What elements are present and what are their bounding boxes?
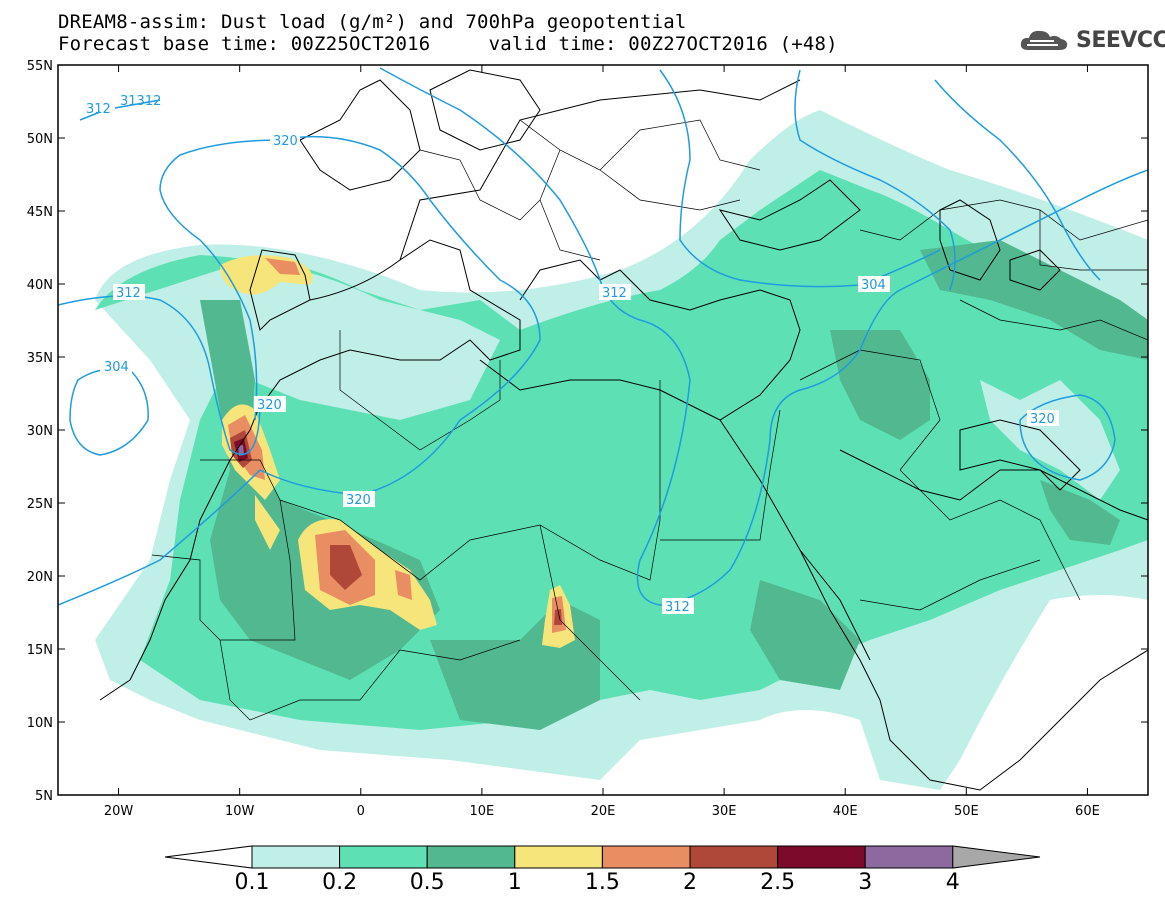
colorbar-segment [601, 845, 691, 869]
contour-label: 320 [346, 493, 371, 508]
colorbar-label: 0.2 [322, 870, 358, 895]
lat-tick-label: 15N [27, 643, 53, 658]
colorbar-under-triangle [164, 845, 253, 869]
lon-tick-label: 60E [1075, 804, 1100, 819]
lon-tick-label: 0 [357, 804, 365, 819]
contour-label: 312 [116, 286, 141, 301]
colorbar-segment [777, 845, 866, 869]
lat-tick-label: 25N [27, 497, 53, 512]
lon-tick-label: 10W [225, 804, 255, 819]
lat-tick-label: 45N [27, 205, 53, 220]
lon-tick-label: 40E [833, 804, 858, 819]
contour-label: 304 [104, 360, 129, 375]
colorbar-segment [864, 845, 954, 869]
colorbar-over-triangle [952, 845, 1041, 869]
contour-label: 304 [861, 278, 886, 293]
lon-tick-label: 10E [470, 804, 495, 819]
colorbar-segment [514, 845, 603, 869]
logo-text: SEEVCCC [1076, 27, 1165, 53]
lat-tick-label: 10N [27, 716, 53, 731]
axis-ticks: 20W 10W 0 10E 20E 30E 40E 50E 60E 55N 50N 45N 40N 35N… [27, 59, 1148, 819]
contour-label: 31312 [120, 94, 161, 109]
lon-tick-label: 30E [712, 804, 737, 819]
colorbar-label: 2 [683, 870, 697, 895]
colorbar-label: 2.5 [760, 870, 796, 895]
contour-label: 320 [273, 134, 298, 149]
lat-tick-label: 30N [27, 424, 53, 439]
lat-tick-label: 50N [27, 132, 53, 147]
colorbar-segment [251, 845, 341, 869]
colorbar-segment [339, 845, 428, 869]
lat-tick-label: 55N [27, 59, 53, 74]
colorbar-segment [426, 845, 516, 869]
cloud-icon [1020, 30, 1068, 50]
contour-label: 312 [86, 102, 111, 117]
contour-label: 320 [257, 398, 282, 413]
forecast-time-line: Forecast base time: 00Z25OCT2016 valid t… [58, 33, 838, 55]
lat-tick-label: 40N [27, 278, 53, 293]
contour-label: 312 [602, 286, 627, 301]
colorbar-label: 0.5 [409, 870, 445, 895]
lon-tick-label: 50E [954, 804, 979, 819]
lon-tick-label: 20W [104, 804, 134, 819]
colorbar-label: 1.5 [584, 870, 620, 895]
colorbar [164, 845, 1041, 869]
lat-tick-label: 35N [27, 351, 53, 366]
seevccc-logo: SEEVCCC [1018, 26, 1165, 54]
colorbar-segment [689, 845, 779, 869]
colorbar-label: 3 [858, 870, 873, 895]
contour-labels: 312 31312 320 312 304 320 320 312 304 32… [86, 94, 1059, 615]
map-title: DREAM8-assim: Dust load (g/m²) and 700hP… [58, 11, 687, 33]
country-borders [151, 119, 1148, 721]
colorbar-label: 1 [507, 870, 522, 895]
contour-label: 320 [1030, 412, 1055, 427]
colorbar-label: 4 [945, 870, 960, 895]
contour-label: 312 [665, 600, 690, 615]
coastlines [99, 69, 1148, 791]
lat-tick-label: 20N [27, 570, 53, 585]
lon-tick-label: 20E [591, 804, 616, 819]
colorbar-label: 0.1 [234, 870, 270, 895]
dust-field [58, 65, 1148, 795]
lat-tick-label: 5N [35, 789, 53, 804]
